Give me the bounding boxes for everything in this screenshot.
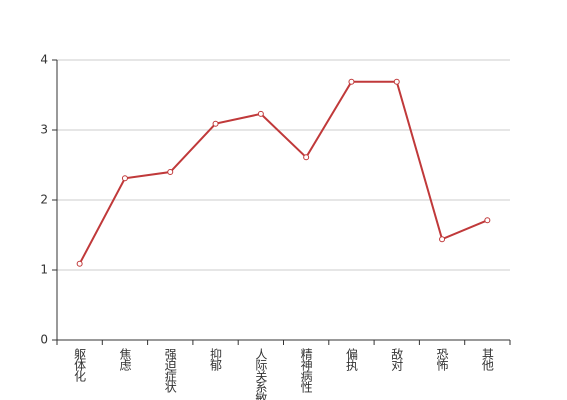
x-tick-label: 恐怖 xyxy=(435,348,449,371)
series-line xyxy=(78,80,488,265)
x-tick-label: 焦虑 xyxy=(118,348,132,371)
x-tick-label: 其他 xyxy=(480,348,494,371)
point xyxy=(121,175,128,182)
x-tick-label: 强迫症状 xyxy=(163,348,177,393)
x-tick-label: 人际关系敏感 xyxy=(254,348,268,400)
x-tick-label: 抑郁 xyxy=(209,347,223,372)
x-tick-label: 敌对 xyxy=(390,347,404,371)
y-tick-label: 0 xyxy=(40,333,48,347)
point xyxy=(303,154,310,161)
point xyxy=(439,236,446,243)
point xyxy=(348,78,355,85)
y-tick-label: 2 xyxy=(40,193,48,207)
y-tick-label: 3 xyxy=(40,123,48,137)
point xyxy=(212,120,219,127)
point xyxy=(393,78,400,85)
x-tick-label: 躯体化 xyxy=(73,347,87,383)
x-tick-label: 精神病性 xyxy=(299,348,313,394)
point xyxy=(484,217,491,224)
point xyxy=(167,169,174,175)
y-tick-label: 4 xyxy=(40,53,48,67)
point xyxy=(257,110,264,117)
x-tick-label: 偏执 xyxy=(344,347,358,372)
point xyxy=(76,260,83,267)
y-tick-label: 1 xyxy=(40,263,48,277)
